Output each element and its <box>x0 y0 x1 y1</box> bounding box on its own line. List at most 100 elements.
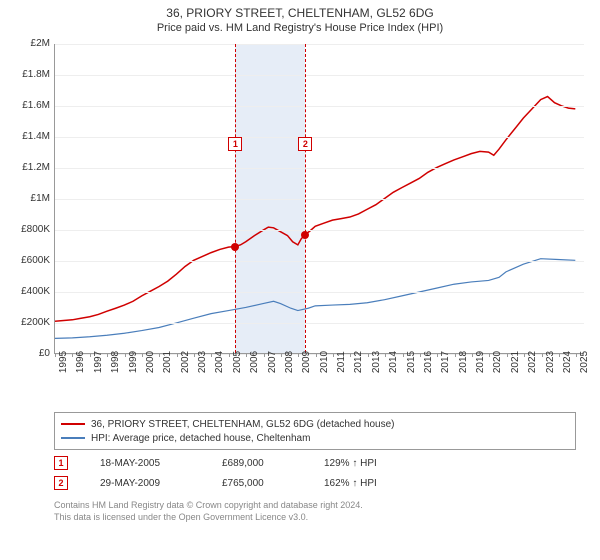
gridline <box>55 261 584 262</box>
x-tick <box>350 353 351 357</box>
sale-row: 2 29-MAY-2009 £765,000 162% ↑ HPI <box>54 476 576 490</box>
gridline <box>55 75 584 76</box>
plot-area: 12 <box>54 44 584 354</box>
x-axis-label: 2006 <box>249 351 260 373</box>
x-axis-label: 2012 <box>353 351 364 373</box>
legend-label: HPI: Average price, detached house, Chel… <box>91 433 310 444</box>
gridline <box>55 106 584 107</box>
x-axis-label: 2016 <box>423 351 434 373</box>
x-tick <box>437 353 438 357</box>
sale-point <box>231 243 239 251</box>
legend-label: 36, PRIORY STREET, CHELTENHAM, GL52 6DG … <box>91 419 394 430</box>
y-axis-label: £0 <box>10 349 50 359</box>
x-tick <box>281 353 282 357</box>
x-tick <box>90 353 91 357</box>
y-axis-label: £400K <box>10 287 50 297</box>
sale-hpi: 162% ↑ HPI <box>324 478 414 489</box>
x-tick <box>385 353 386 357</box>
x-axis-label: 2000 <box>145 351 156 373</box>
x-axis-label: 1996 <box>75 351 86 373</box>
x-tick <box>177 353 178 357</box>
x-tick <box>420 353 421 357</box>
x-axis-label: 2019 <box>475 351 486 373</box>
legend-item: 36, PRIORY STREET, CHELTENHAM, GL52 6DG … <box>61 417 569 431</box>
gridline <box>55 323 584 324</box>
sale-point <box>301 231 309 239</box>
x-tick <box>542 353 543 357</box>
x-axis-label: 2020 <box>492 351 503 373</box>
x-axis-label: 2003 <box>197 351 208 373</box>
x-tick <box>489 353 490 357</box>
sale-hpi: 129% ↑ HPI <box>324 458 414 469</box>
x-tick <box>142 353 143 357</box>
x-tick <box>333 353 334 357</box>
x-tick <box>298 353 299 357</box>
legend-swatch <box>61 423 85 425</box>
footer-line-1: Contains HM Land Registry data © Crown c… <box>54 500 576 512</box>
x-tick <box>55 353 56 357</box>
x-tick <box>246 353 247 357</box>
x-tick <box>72 353 73 357</box>
x-axis-label: 2015 <box>406 351 417 373</box>
gridline <box>55 292 584 293</box>
y-axis-label: £1.8M <box>10 70 50 80</box>
sale-marker-2: 2 <box>298 137 312 151</box>
y-axis-label: £1.2M <box>10 163 50 173</box>
sale-price: £765,000 <box>222 478 292 489</box>
sale-row-marker: 2 <box>54 476 68 490</box>
y-axis-label: £800K <box>10 225 50 235</box>
reference-vline <box>305 44 306 353</box>
reference-vline <box>235 44 236 353</box>
x-axis-label: 2025 <box>579 351 590 373</box>
x-axis-label: 2001 <box>162 351 173 373</box>
sale-row: 118-MAY-2005£689,000129% ↑ HPI <box>54 456 576 470</box>
x-axis-label: 1997 <box>93 351 104 373</box>
x-axis-label: 1998 <box>110 351 121 373</box>
x-axis-label: 2021 <box>510 351 521 373</box>
x-axis-label: 2024 <box>562 351 573 373</box>
chart-footer: Contains HM Land Registry data © Crown c… <box>54 500 576 523</box>
x-tick <box>507 353 508 357</box>
x-axis-label: 2014 <box>388 351 399 373</box>
chart-subtitle: Price paid vs. HM Land Registry's House … <box>0 22 600 34</box>
x-tick <box>368 353 369 357</box>
x-axis-label: 1999 <box>128 351 139 373</box>
gridline <box>55 137 584 138</box>
x-axis-label: 2011 <box>336 351 347 373</box>
x-tick <box>107 353 108 357</box>
x-axis-label: 2005 <box>232 351 243 373</box>
x-axis-label: 2002 <box>180 351 191 373</box>
sale-marker-1: 1 <box>228 137 242 151</box>
x-axis-label: 2004 <box>214 351 225 373</box>
chart-title-block: 36, PRIORY STREET, CHELTENHAM, GL52 6DG … <box>0 0 600 36</box>
y-axis-label: £1.4M <box>10 132 50 142</box>
x-axis-label: 2023 <box>545 351 556 373</box>
x-tick <box>264 353 265 357</box>
gridline <box>55 168 584 169</box>
x-tick <box>159 353 160 357</box>
chart-legend: 36, PRIORY STREET, CHELTENHAM, GL52 6DG … <box>54 412 576 450</box>
gridline <box>55 230 584 231</box>
gridline <box>55 44 584 45</box>
x-tick <box>472 353 473 357</box>
y-axis-label: £600K <box>10 256 50 266</box>
sale-date: 18-MAY-2005 <box>100 458 190 469</box>
series-line <box>55 97 575 322</box>
x-tick <box>455 353 456 357</box>
x-axis-label: 2007 <box>267 351 278 373</box>
legend-swatch <box>61 437 85 439</box>
x-tick <box>229 353 230 357</box>
x-axis-label: 2017 <box>440 351 451 373</box>
x-axis-label: 2018 <box>458 351 469 373</box>
sale-date: 29-MAY-2009 <box>100 478 190 489</box>
x-axis-label: 2010 <box>319 351 330 373</box>
gridline <box>55 199 584 200</box>
sale-row-marker: 1 <box>54 456 68 470</box>
x-tick <box>194 353 195 357</box>
y-axis-label: £1.6M <box>10 101 50 111</box>
footer-line-2: This data is licensed under the Open Gov… <box>54 512 576 524</box>
x-axis-label: 2008 <box>284 351 295 373</box>
y-axis-label: £2M <box>10 39 50 49</box>
x-tick <box>211 353 212 357</box>
x-tick <box>559 353 560 357</box>
